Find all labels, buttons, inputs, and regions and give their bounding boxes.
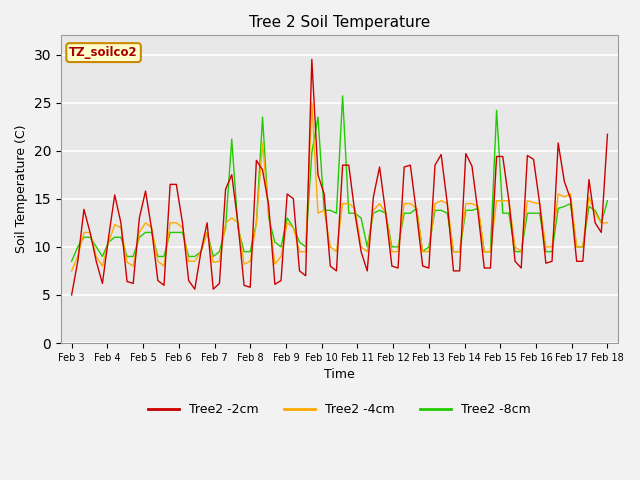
Text: TZ_soilco2: TZ_soilco2	[69, 46, 138, 59]
Title: Tree 2 Soil Temperature: Tree 2 Soil Temperature	[249, 15, 430, 30]
Y-axis label: Soil Temperature (C): Soil Temperature (C)	[15, 125, 28, 253]
Legend: Tree2 -2cm, Tree2 -4cm, Tree2 -8cm: Tree2 -2cm, Tree2 -4cm, Tree2 -8cm	[143, 398, 536, 421]
X-axis label: Time: Time	[324, 368, 355, 381]
